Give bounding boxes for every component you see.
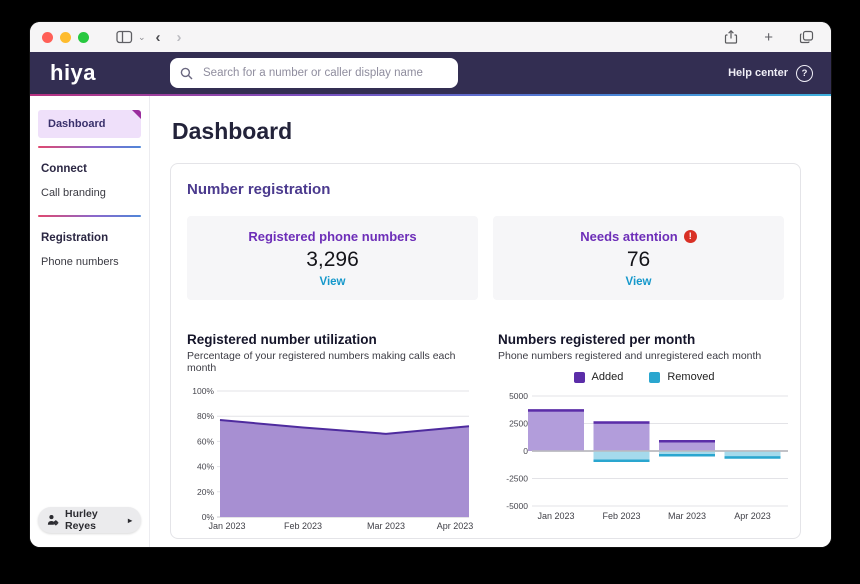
chart-subtitle: Percentage of your registered numbers ma… [187,350,456,374]
view-link[interactable]: View [625,275,652,288]
main-content: Dashboard Number registration Registered… [150,96,831,547]
browser-window: ⌄ ‹ › + hiya [30,22,831,547]
svg-text:Mar 2023: Mar 2023 [367,521,405,531]
share-icon [725,29,738,44]
zoom-window-button[interactable] [78,31,89,43]
legend-item-added: Added [573,371,624,383]
stats-row: Registered phone numbers 3,296 View Need… [187,216,784,300]
back-button[interactable]: ‹ [155,28,161,46]
svg-text:2500: 2500 [509,419,528,429]
svg-text:80%: 80% [197,411,214,421]
sidebar-divider [38,215,141,217]
help-center-link[interactable]: Help center ? [728,64,813,82]
header-accent-bar [30,94,831,96]
svg-text:Jan 2023: Jan 2023 [208,521,245,531]
svg-text:Feb 2023: Feb 2023 [284,521,322,531]
utilization-area-chart: 100% 80% 60% 40% 20% 0%Jan 2023 Feb 2023 Mar 20… [192,386,474,531]
svg-text:Apr 2023: Apr 2023 [734,511,771,521]
stat-title: Registered phone numbers [248,229,416,244]
new-tab-button[interactable]: + [764,28,773,46]
browser-titlebar: ⌄ ‹ › + [30,22,831,52]
chart-title: Numbers registered per month [498,332,696,347]
search-input[interactable] [201,66,448,80]
removed-swatch-icon [649,371,661,383]
search-bar[interactable] [170,58,458,88]
tab-overview-button[interactable] [799,30,814,44]
svg-text:20%: 20% [197,487,214,497]
added-swatch-icon [573,371,585,383]
legend-label: Removed [667,371,715,383]
sidebar-item-phone-numbers[interactable]: Phone numbers [41,256,119,268]
sidebar-heading-registration: Registration [41,232,109,244]
minimize-window-button[interactable] [60,31,71,43]
svg-text:0: 0 [523,446,528,456]
utilization-chart-block: Registered number utilization Percentage… [187,332,479,532]
svg-text:Mar 2023: Mar 2023 [668,511,706,521]
sidebar: Dashboard Connect Call branding Registra… [30,96,150,547]
help-center-label: Help center [728,67,788,79]
user-settings-icon [47,515,59,526]
svg-text:100%: 100% [192,386,214,396]
svg-text:0%: 0% [202,512,215,522]
user-menu-arrow-icon: ▸ [127,515,132,525]
forward-button[interactable]: › [176,28,182,46]
svg-text:5000: 5000 [509,391,528,401]
charts-row: Registered number utilization Percentage… [187,332,788,532]
sidebar-panel-icon [116,30,133,44]
sidebar-heading-connect: Connect [41,163,87,175]
app-header: hiya Help center ? [30,52,831,94]
stat-title-label: Needs attention [580,228,678,244]
registrations-chart-block: Numbers registered per month Phone numbe… [498,332,790,532]
alert-icon: ! [683,229,697,243]
stat-title-label: Registered phone numbers [248,228,417,244]
window-controls [42,31,89,43]
svg-text:-2500: -2500 [506,474,528,484]
number-registration-card: Number registration Registered phone num… [170,163,801,539]
chart-subtitle: Phone numbers registered and unregistere… [498,350,762,362]
sidebar-item-label: Dashboard [48,118,106,130]
stat-needs-attention: Needs attention ! 76 View [493,216,784,300]
search-icon [180,67,193,79]
stat-title: Needs attention ! [580,229,697,244]
svg-text:Feb 2023: Feb 2023 [602,511,640,521]
svg-text:40%: 40% [197,462,214,472]
user-name-label: Hurley Reyes [64,508,98,532]
sidebar-item-call-branding[interactable]: Call branding [41,187,106,199]
help-icon: ? [796,64,813,82]
stat-registered-phone-numbers: Registered phone numbers 3,296 View [187,216,478,300]
svg-text:-5000: -5000 [506,501,528,511]
svg-text:Jan 2023: Jan 2023 [537,511,574,521]
user-menu-button[interactable]: Hurley Reyes ▸ [38,507,141,533]
close-window-button[interactable] [42,31,53,43]
legend-label: Added [591,371,624,383]
view-link[interactable]: View [319,275,346,288]
share-button[interactable] [724,29,738,45]
folded-corner-icon [132,110,141,119]
sidebar-item-dashboard[interactable]: Dashboard [38,110,141,138]
hiya-logo[interactable]: hiya [50,60,97,85]
svg-text:60%: 60% [197,436,214,446]
page-title: Dashboard [172,118,293,144]
stat-value: 3,296 [306,247,359,271]
legend-item-removed: Removed [649,371,714,383]
chevron-down-icon[interactable]: ⌄ [138,31,146,42]
registrations-bar-chart: 5000 2500 0 -2500 -5000 Jan 2023 Feb 2023 Mar 2… [506,391,788,521]
sidebar-divider [38,146,141,148]
tab-overview-icon [799,30,814,44]
svg-text:Apr 2023: Apr 2023 [437,521,474,531]
chart-title: Registered number utilization [187,332,377,347]
chart-legend: Added Removed [498,370,790,384]
stat-value: 76 [626,247,651,271]
card-title: Number registration [187,181,331,198]
titlebar-actions: + [719,29,819,46]
sidebar-toggle-button[interactable] [116,30,133,44]
